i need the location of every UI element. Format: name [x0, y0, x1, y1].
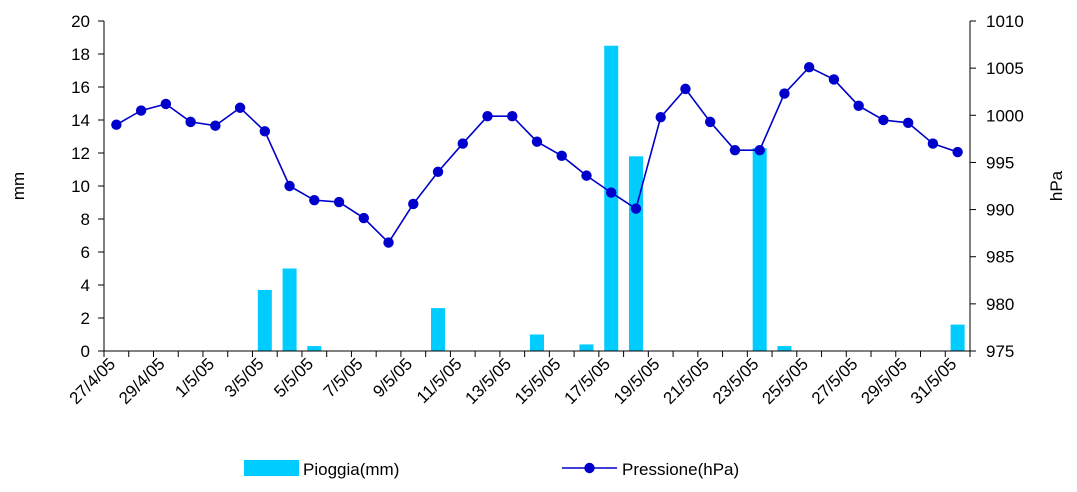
pressure-point — [284, 180, 295, 192]
pressure-point — [606, 187, 617, 198]
right-tick-label: 1000 — [986, 106, 1024, 125]
x-tick-label: 9/5/05 — [369, 354, 416, 401]
legend-label-pressure: Pressione(hPa) — [622, 460, 739, 479]
rain-bar — [579, 344, 594, 351]
x-tick-label: 31/5/05 — [907, 354, 961, 408]
left-tick-label: 4 — [81, 276, 90, 295]
left-tick-label: 2 — [81, 309, 90, 328]
x-tick-label: 5/5/05 — [270, 354, 317, 401]
right-tick-label: 985 — [986, 248, 1014, 267]
pressure-point — [185, 116, 196, 128]
left-tick-label: 18 — [71, 45, 90, 64]
rain-bar — [752, 148, 767, 351]
x-tick-label: 3/5/05 — [221, 354, 268, 401]
pressure-point — [210, 120, 221, 131]
pressure-point — [828, 74, 840, 85]
pressure-line — [115, 66, 958, 244]
rain-bar — [530, 334, 544, 351]
left-axis-title: mm — [9, 172, 28, 200]
x-tick-label: 11/5/05 — [413, 354, 466, 407]
x-tick-label: 7/5/05 — [320, 354, 367, 401]
pressure-point — [655, 111, 666, 123]
right-tick-label: 1005 — [986, 59, 1024, 78]
left-tick-label: 0 — [81, 342, 90, 361]
legend-swatch-rain — [244, 460, 299, 476]
legend-label-rain: Pioggia(mm) — [303, 460, 399, 479]
rain-bar — [431, 308, 446, 351]
x-tick-label: 29/4/05 — [115, 354, 169, 408]
right-axis-title: hPa — [1047, 170, 1066, 201]
left-tick-label: 10 — [71, 177, 90, 196]
x-tick-label: 23/5/05 — [709, 354, 763, 408]
right-tick-label: 995 — [986, 153, 1014, 172]
right-tick-label: 990 — [986, 201, 1014, 220]
x-tick-label: 17/5/05 — [561, 354, 615, 408]
x-tick-label: 13/5/05 — [462, 354, 516, 408]
x-tick-label: 29/5/05 — [857, 354, 911, 408]
left-tick-label: 8 — [81, 210, 90, 229]
pressure-point — [705, 116, 716, 128]
legend-swatch-pressure-marker — [584, 462, 595, 474]
rain-bar — [282, 268, 297, 351]
left-tick-label: 12 — [71, 144, 90, 163]
pressure-point — [135, 105, 147, 116]
x-tick-label: 27/5/05 — [808, 354, 862, 408]
pressure-point — [482, 111, 493, 122]
pressure-point — [853, 100, 864, 112]
left-tick-label: 16 — [71, 78, 90, 97]
pressure-point — [383, 237, 394, 248]
pressure-point — [952, 146, 963, 158]
rain-bar — [950, 324, 965, 351]
pressure-point — [803, 61, 815, 73]
rain-bar — [257, 289, 272, 351]
pressure-point — [902, 117, 914, 129]
rain-bar — [604, 45, 619, 351]
rain-bar — [628, 156, 643, 351]
pressure-point — [408, 198, 419, 210]
x-tick-label: 25/5/05 — [758, 354, 812, 408]
pressure-point — [729, 144, 741, 156]
left-tick-label: 20 — [71, 12, 90, 31]
pressure-point — [333, 196, 345, 208]
pressure-point — [754, 144, 765, 156]
pressure-point — [234, 102, 246, 113]
right-tick-label: 980 — [986, 295, 1014, 314]
pressure-point — [160, 98, 172, 110]
pressure-point — [531, 136, 543, 147]
left-tick-label: 14 — [71, 111, 90, 130]
pressure-point — [358, 212, 369, 224]
pressure-point — [878, 114, 889, 126]
pressure-point — [581, 170, 592, 181]
pressure-point — [927, 138, 939, 149]
pressure-point — [779, 88, 790, 99]
pressure-point — [630, 203, 642, 214]
x-tick-label: 19/5/05 — [610, 354, 664, 408]
pressure-point — [556, 150, 567, 162]
pressure-point — [457, 138, 468, 149]
pressure-point — [507, 111, 518, 122]
x-tick-label: 21/5/05 — [659, 354, 713, 408]
x-tick-label: 27/4/05 — [66, 354, 120, 408]
x-tick-label: 1/5/05 — [171, 354, 218, 401]
pressure-point — [259, 126, 271, 137]
x-tick-label: 15/5/05 — [511, 354, 565, 408]
right-tick-label: 975 — [986, 342, 1014, 361]
rain-bar — [777, 346, 792, 351]
right-tick-label: 1010 — [986, 12, 1024, 31]
pressure-point — [680, 83, 691, 95]
pressure-point — [309, 194, 320, 206]
pressure-point — [432, 166, 444, 178]
left-tick-label: 6 — [81, 243, 90, 262]
pressure-point — [111, 119, 122, 130]
rain-bar — [307, 346, 322, 351]
